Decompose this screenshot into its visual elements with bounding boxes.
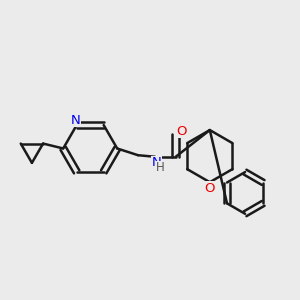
- Text: O: O: [177, 125, 187, 138]
- Text: N: N: [151, 156, 161, 170]
- Text: H: H: [155, 161, 164, 174]
- Text: O: O: [205, 182, 215, 195]
- Text: N: N: [70, 114, 80, 127]
